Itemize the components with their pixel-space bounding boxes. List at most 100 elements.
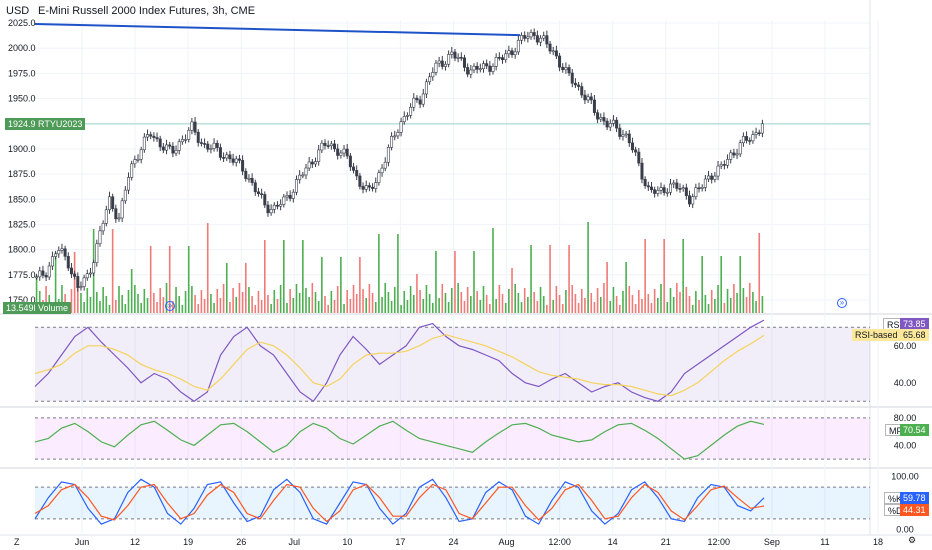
- volume-bar: [340, 257, 342, 313]
- indicator-tick-label: 0.00: [896, 524, 914, 534]
- candle-body: [564, 67, 568, 71]
- volume-bar: [584, 298, 586, 313]
- candle-body: [386, 147, 390, 163]
- event-marker-icon[interactable]: »: [837, 298, 847, 308]
- candle-body: [367, 185, 371, 188]
- volume-bar: [739, 256, 742, 313]
- volume-bar: [137, 294, 139, 313]
- candle-body: [488, 65, 492, 72]
- candle-body: [738, 142, 742, 155]
- volume-bar: [153, 293, 155, 313]
- candle-body: [209, 148, 213, 150]
- volume-bar: [457, 283, 459, 313]
- volume-bar: [330, 291, 333, 313]
- volume-bar: [102, 287, 104, 313]
- candle-body: [424, 81, 428, 95]
- candle-body: [275, 204, 279, 207]
- candle-body: [529, 32, 533, 38]
- stoch-d-line: [34, 483, 765, 523]
- candle-body: [637, 151, 641, 164]
- volume-bar: [679, 292, 681, 313]
- volume-bar: [701, 256, 703, 313]
- volume-bar: [498, 285, 501, 313]
- candle-body: [111, 196, 115, 209]
- volume-bar: [191, 286, 193, 313]
- candle-body: [142, 136, 146, 151]
- candle-body: [542, 35, 546, 39]
- candle-body: [130, 163, 134, 178]
- volume-bar: [397, 234, 399, 313]
- volume-bar: [660, 284, 662, 313]
- candle-body: [710, 175, 714, 180]
- candle-body: [187, 129, 191, 140]
- candle-body: [570, 72, 574, 84]
- time-tick-label: 12:00: [708, 537, 731, 547]
- candle-body: [342, 148, 346, 154]
- candle-body: [393, 135, 397, 138]
- price-tick-label: 2000.0: [8, 43, 36, 53]
- volume-bar: [359, 257, 361, 313]
- volume-bar: [292, 298, 295, 313]
- candle-body: [234, 158, 238, 163]
- candle-body: [567, 67, 571, 74]
- volume-bar: [314, 292, 317, 313]
- candle-body: [504, 53, 508, 61]
- volume-bar: [206, 223, 209, 313]
- candle-body: [158, 138, 162, 148]
- candle-body: [472, 65, 476, 71]
- volume-bar: [733, 284, 735, 313]
- volume-bar: [324, 296, 326, 313]
- candle-body: [98, 230, 102, 245]
- candle-body: [117, 217, 121, 220]
- volume-bar: [618, 305, 621, 313]
- currency-label: USD: [6, 5, 30, 17]
- volume-bar: [229, 302, 231, 313]
- volume-bar: [393, 287, 396, 313]
- volume-bar: [194, 295, 196, 313]
- volume-bar: [124, 304, 127, 313]
- candle-body: [136, 158, 140, 161]
- candle-body: [333, 143, 337, 150]
- volume-bar: [485, 295, 488, 313]
- candle-body: [602, 117, 606, 122]
- volume-bar: [336, 286, 339, 313]
- volume-bar: [609, 301, 612, 313]
- price-tick-label: 1850.0: [8, 194, 36, 204]
- volume-bar: [555, 286, 558, 313]
- volume-bar: [321, 257, 323, 313]
- candle-body: [735, 153, 739, 156]
- zoom-icon[interactable]: Z: [14, 537, 20, 547]
- candle-body: [478, 68, 482, 70]
- volume-bar: [726, 289, 729, 313]
- candle-body: [92, 262, 96, 274]
- candle-body: [38, 270, 42, 278]
- volume-bar: [115, 300, 117, 313]
- dividend-marker-icon[interactable]: »: [165, 301, 175, 311]
- candle-body: [174, 150, 178, 154]
- candle-body: [599, 117, 603, 120]
- indicator-tick-label: 60.00: [894, 341, 917, 351]
- candle-body: [206, 143, 210, 150]
- candle-body: [288, 195, 292, 199]
- volume-bar: [162, 297, 165, 313]
- volume-bar: [343, 304, 345, 313]
- candle-body: [304, 167, 308, 176]
- chart-title[interactable]: E-Mini Russell 2000 Index Futures, 3h, C…: [38, 5, 256, 17]
- symbol-tag: RTYU2023: [35, 118, 86, 130]
- candle-body: [352, 166, 356, 171]
- trend-line[interactable]: [34, 23, 521, 37]
- price-tick-label: 2025.0: [8, 18, 36, 28]
- candle-body: [390, 135, 394, 148]
- candle-body: [317, 149, 321, 162]
- volume-bar: [517, 293, 520, 313]
- volume-bar: [286, 303, 288, 313]
- volume-bar: [596, 288, 599, 313]
- volume-bar: [422, 299, 425, 313]
- volume-bar: [666, 302, 669, 313]
- settings-gear-icon[interactable]: ⚙: [908, 535, 917, 545]
- last-price-tag: 1924.9: [5, 118, 39, 130]
- candle-body: [605, 120, 609, 128]
- volume-bar: [222, 284, 225, 313]
- candle-body: [301, 174, 305, 177]
